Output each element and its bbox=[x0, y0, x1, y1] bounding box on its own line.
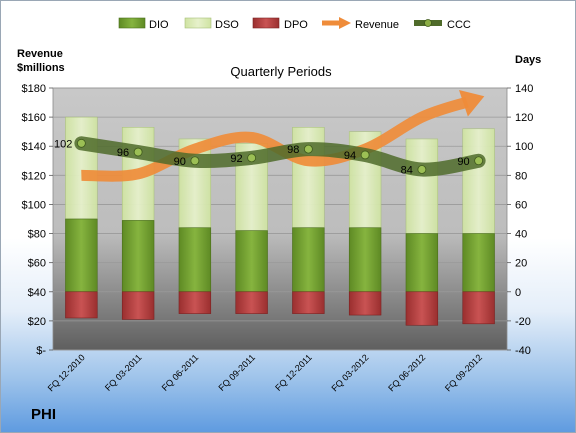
ccc-marker bbox=[133, 147, 143, 157]
right-tick-label: 100 bbox=[515, 141, 533, 153]
category-label: FQ 06-2012 bbox=[386, 352, 427, 393]
bar-dpo bbox=[65, 291, 98, 319]
legend-swatch-dso bbox=[184, 17, 212, 29]
bar-dio bbox=[405, 233, 439, 293]
legend-swatch-revenue-head bbox=[339, 17, 351, 29]
category-label: FQ 09-2012 bbox=[443, 352, 484, 393]
ccc-data-label: 84 bbox=[401, 165, 413, 177]
left-tick-label: $120 bbox=[22, 170, 46, 182]
bar-dpo bbox=[235, 291, 268, 314]
ccc-data-label: 90 bbox=[174, 156, 186, 168]
company-label: PHI bbox=[31, 406, 56, 423]
legend-label-dso: DSO bbox=[215, 19, 239, 31]
bar-dpo bbox=[405, 291, 439, 326]
bar-dso bbox=[65, 116, 98, 220]
right-tick-label: 0 bbox=[515, 287, 521, 299]
legend-swatch-dio bbox=[118, 17, 146, 29]
bars-layer bbox=[65, 116, 495, 326]
category-label: FQ 06-2011 bbox=[160, 352, 201, 393]
left-axis-title-line1: Revenue bbox=[17, 48, 63, 60]
ccc-line bbox=[74, 136, 486, 177]
category-label: FQ 03-2012 bbox=[330, 352, 371, 393]
legend-label-ccc: CCC bbox=[447, 19, 471, 31]
ccc-marker bbox=[76, 138, 86, 148]
legend: DIO DSO DPO Revenue CCC bbox=[118, 17, 471, 31]
revenue-arrowhead bbox=[459, 89, 485, 117]
right-tick-label: 40 bbox=[515, 229, 527, 241]
ccc-marker bbox=[474, 156, 484, 166]
left-tick-label: $- bbox=[36, 345, 46, 357]
ccc-data-label: 102 bbox=[54, 138, 72, 150]
category-label: FQ 12-2010 bbox=[46, 352, 87, 393]
bar-dio bbox=[348, 227, 382, 293]
bar-dio bbox=[65, 218, 98, 293]
right-tick-label: -40 bbox=[515, 345, 531, 357]
ccc-marker bbox=[303, 144, 313, 154]
ccc-data-label: 98 bbox=[287, 144, 299, 156]
category-label: FQ 09-2011 bbox=[216, 352, 257, 393]
ccc-layer: 102 96 90 92 98 94 84 90 bbox=[54, 136, 486, 177]
bar-dpo bbox=[178, 291, 212, 314]
ccc-data-label: 94 bbox=[344, 150, 356, 162]
ccc-marker bbox=[247, 153, 257, 163]
right-tick-label: 80 bbox=[515, 170, 527, 182]
ccc-data-label: 92 bbox=[230, 153, 242, 165]
left-tick-label: $20 bbox=[28, 316, 46, 328]
left-tick-label: $160 bbox=[22, 112, 46, 124]
left-tick-label: $80 bbox=[28, 229, 46, 241]
left-tick-label: $180 bbox=[22, 83, 46, 95]
bar-dio bbox=[292, 227, 325, 293]
legend-swatch-ccc-marker bbox=[424, 19, 432, 27]
left-tick-label: $40 bbox=[28, 287, 46, 299]
right-tick-label: 120 bbox=[515, 112, 533, 124]
chart-title: Quarterly Periods bbox=[230, 64, 332, 79]
left-tick-label: $60 bbox=[28, 258, 46, 270]
ccc-data-label: 96 bbox=[117, 147, 129, 159]
bar-dpo bbox=[292, 291, 325, 314]
right-tick-label: 20 bbox=[515, 258, 527, 270]
ccc-marker bbox=[360, 150, 370, 160]
legend-label-dpo: DPO bbox=[284, 19, 308, 31]
legend-swatch-dpo bbox=[252, 17, 280, 29]
left-tick-label: $140 bbox=[22, 141, 46, 153]
right-axis-title: Days bbox=[515, 54, 541, 66]
category-label: FQ 03-2011 bbox=[103, 352, 144, 393]
category-label: FQ 12-2011 bbox=[273, 352, 314, 393]
plot-area bbox=[52, 87, 508, 351]
left-axis-title-line2: $millions bbox=[17, 62, 65, 74]
ccc-data-label: 90 bbox=[457, 156, 469, 168]
ccc-marker bbox=[417, 165, 427, 174]
bar-dio bbox=[121, 220, 155, 293]
legend-label-dio: DIO bbox=[149, 19, 169, 31]
legend-label-revenue: Revenue bbox=[355, 19, 399, 31]
bar-dio bbox=[178, 227, 212, 293]
left-tick-label: $100 bbox=[22, 199, 46, 211]
bar-dio bbox=[235, 230, 268, 293]
right-tick-label: 60 bbox=[515, 199, 527, 211]
right-tick-label: -20 bbox=[515, 316, 531, 328]
bar-dpo bbox=[462, 291, 495, 325]
ccc-marker bbox=[190, 156, 200, 166]
bar-dpo bbox=[121, 291, 155, 320]
bar-dso bbox=[462, 128, 495, 234]
bar-dso bbox=[405, 138, 439, 234]
bar-dio bbox=[462, 233, 495, 293]
bar-dpo bbox=[348, 291, 382, 316]
right-tick-label: 140 bbox=[515, 83, 533, 95]
